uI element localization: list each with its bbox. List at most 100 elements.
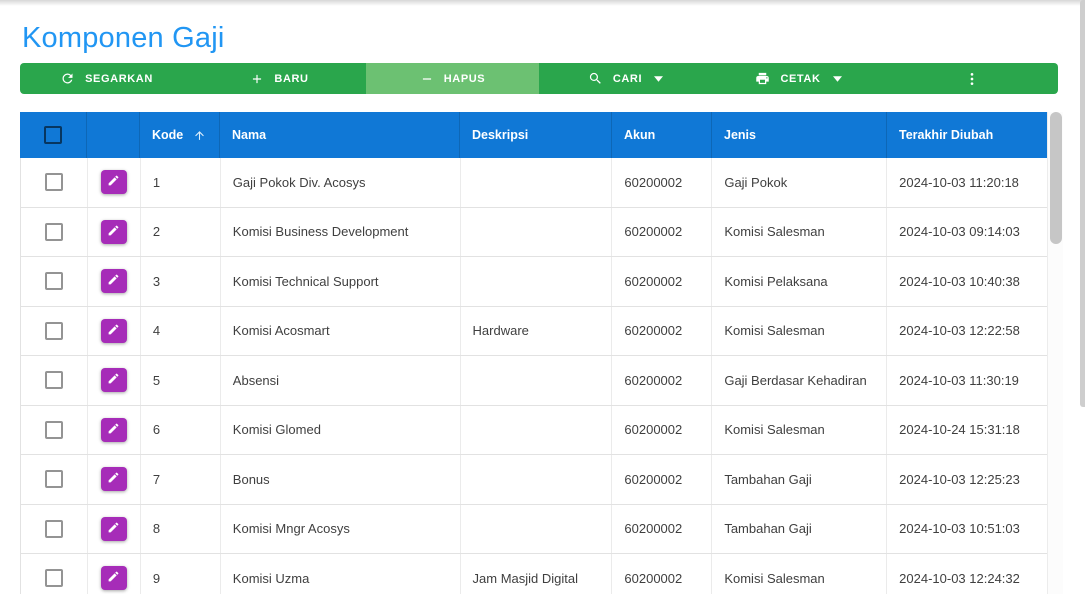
cell-jenis: Komisi Salesman	[712, 306, 888, 355]
search-button[interactable]: CARI	[539, 63, 712, 94]
cell-jenis: Tambahan Gaji	[712, 455, 888, 504]
print-button[interactable]: CETAK	[712, 63, 885, 94]
cell-akun: 60200002	[612, 554, 713, 594]
row-checkbox[interactable]	[44, 321, 63, 340]
cell-jenis: Tambahan Gaji	[712, 504, 888, 553]
cell-terakhir-diubah: 2024-10-03 11:20:18	[899, 174, 1019, 190]
edit-row-button[interactable]	[100, 318, 127, 343]
edit-pencil-icon	[107, 570, 120, 586]
cell-jenis: Gaji Berdasar Kehadiran	[712, 356, 888, 405]
cell-terakhir-diubah: 2024-10-03 12:22:58	[899, 323, 1020, 339]
cell-jenis: Komisi Salesman	[712, 207, 888, 256]
cell-deskripsi	[461, 455, 613, 504]
edit-pencil-icon	[107, 224, 120, 240]
more-vert-icon	[964, 71, 980, 87]
cell-jenis: Komisi Salesman	[712, 554, 888, 594]
cell-terakhir-diubah: 2024-10-03 12:25:23	[899, 471, 1020, 487]
edit-row-button[interactable]	[100, 516, 127, 541]
select-all-checkbox[interactable]	[44, 126, 62, 144]
table-row[interactable]: 7 Bonus 60200002 Tambahan Gaji 2024-10-0…	[21, 455, 1047, 505]
page-scrollbar-thumb[interactable]	[1080, 0, 1085, 407]
row-checkbox[interactable]	[44, 222, 63, 241]
cell-nama: Komisi Mngr Acosys	[221, 504, 461, 553]
edit-row-button[interactable]	[100, 566, 127, 591]
edit-row-button[interactable]	[100, 467, 127, 492]
plus-icon	[250, 72, 264, 86]
row-checkbox[interactable]	[44, 371, 63, 390]
table-row[interactable]: 4 Komisi Acosmart Hardware 60200002 Komi…	[21, 306, 1047, 356]
delete-button[interactable]: HAPUS	[366, 63, 539, 94]
table-row[interactable]: 3 Komisi Technical Support 60200002 Komi…	[21, 257, 1047, 307]
cell-jenis: Gaji Pokok	[712, 158, 888, 207]
cell-akun: 60200002	[612, 504, 713, 553]
column-header-kode[interactable]: Kode	[140, 112, 220, 158]
column-header-nama[interactable]: Nama	[220, 112, 460, 158]
cell-deskripsi	[461, 405, 613, 454]
data-grid: Kode Nama Deskripsi Akun Jenis Terakhir …	[20, 112, 1047, 594]
column-header-deskripsi[interactable]: Deskripsi	[460, 112, 612, 158]
edit-row-button[interactable]	[100, 368, 127, 393]
row-checkbox[interactable]	[44, 272, 63, 291]
cell-deskripsi	[461, 504, 613, 553]
cell-nama: Bonus	[221, 455, 461, 504]
cell-kode: 8	[141, 504, 221, 553]
cell-kode: 3	[141, 257, 221, 306]
edit-pencil-icon	[107, 422, 120, 438]
cell-akun: 60200002	[612, 455, 713, 504]
row-checkbox[interactable]	[44, 420, 63, 439]
cell-akun: 60200002	[612, 207, 713, 256]
cell-kode: 2	[141, 207, 221, 256]
cell-terakhir-diubah: 2024-10-03 11:30:19	[899, 372, 1019, 388]
cell-nama: Komisi Uzma	[221, 554, 461, 594]
cell-terakhir-diubah: 2024-10-03 10:51:03	[899, 521, 1020, 537]
column-header-akun[interactable]: Akun	[612, 112, 712, 158]
toolbar: SEGARKAN BARU HAPUS CARI	[20, 63, 1058, 94]
cell-nama: Komisi Business Development	[221, 207, 461, 256]
table-row[interactable]: 1 Gaji Pokok Div. Acosys 60200002 Gaji P…	[21, 158, 1047, 208]
grid-scrollbar-thumb[interactable]	[1050, 112, 1062, 244]
grid-header-row: Kode Nama Deskripsi Akun Jenis Terakhir …	[20, 112, 1047, 158]
table-row[interactable]: 6 Komisi Glomed 60200002 Komisi Salesman…	[21, 405, 1047, 455]
row-checkbox[interactable]	[44, 173, 63, 192]
edit-row-button[interactable]	[100, 170, 127, 195]
edit-column-header	[87, 112, 140, 158]
refresh-icon	[60, 71, 75, 86]
table-body: 1 Gaji Pokok Div. Acosys 60200002 Gaji P…	[20, 158, 1047, 594]
column-header-jenis[interactable]: Jenis	[712, 112, 887, 158]
edit-pencil-icon	[107, 372, 120, 388]
new-button[interactable]: BARU	[193, 63, 366, 94]
edit-pencil-icon	[107, 273, 120, 289]
refresh-button[interactable]: SEGARKAN	[20, 63, 193, 94]
table-row[interactable]: 5 Absensi 60200002 Gaji Berdasar Kehadir…	[21, 356, 1047, 406]
more-options-button[interactable]	[885, 63, 1058, 94]
cell-akun: 60200002	[612, 356, 713, 405]
edit-pencil-icon	[107, 174, 120, 190]
edit-row-button[interactable]	[100, 417, 127, 442]
search-icon	[588, 71, 603, 86]
cell-kode: 6	[141, 405, 221, 454]
row-checkbox[interactable]	[44, 470, 63, 489]
print-button-label: CETAK	[780, 72, 821, 85]
cell-akun: 60200002	[612, 306, 713, 355]
cell-deskripsi: Jam Masjid Digital	[461, 554, 613, 594]
table-row[interactable]: 2 Komisi Business Development 60200002 K…	[21, 207, 1047, 257]
cell-kode: 1	[141, 158, 221, 207]
cell-akun: 60200002	[612, 257, 713, 306]
table-row[interactable]: 9 Komisi Uzma Jam Masjid Digital 6020000…	[21, 554, 1047, 594]
cell-kode: 5	[141, 356, 221, 405]
edit-row-button[interactable]	[100, 219, 127, 244]
table-row[interactable]: 8 Komisi Mngr Acosys 60200002 Tambahan G…	[21, 504, 1047, 554]
row-checkbox[interactable]	[44, 569, 63, 588]
cell-nama: Gaji Pokok Div. Acosys	[221, 158, 461, 207]
cell-jenis: Komisi Pelaksana	[712, 257, 888, 306]
edit-pencil-icon	[107, 521, 120, 537]
cell-nama: Absensi	[221, 356, 461, 405]
grid-scrollbar-track[interactable]	[1047, 112, 1063, 594]
column-header-terakhir-diubah[interactable]: Terakhir Diubah	[899, 128, 994, 142]
row-checkbox[interactable]	[44, 519, 63, 538]
cell-deskripsi	[461, 158, 613, 207]
new-button-label: BARU	[274, 72, 309, 85]
cell-terakhir-diubah: 2024-10-03 09:14:03	[899, 224, 1020, 240]
edit-row-button[interactable]	[100, 269, 127, 294]
cell-deskripsi	[461, 356, 613, 405]
